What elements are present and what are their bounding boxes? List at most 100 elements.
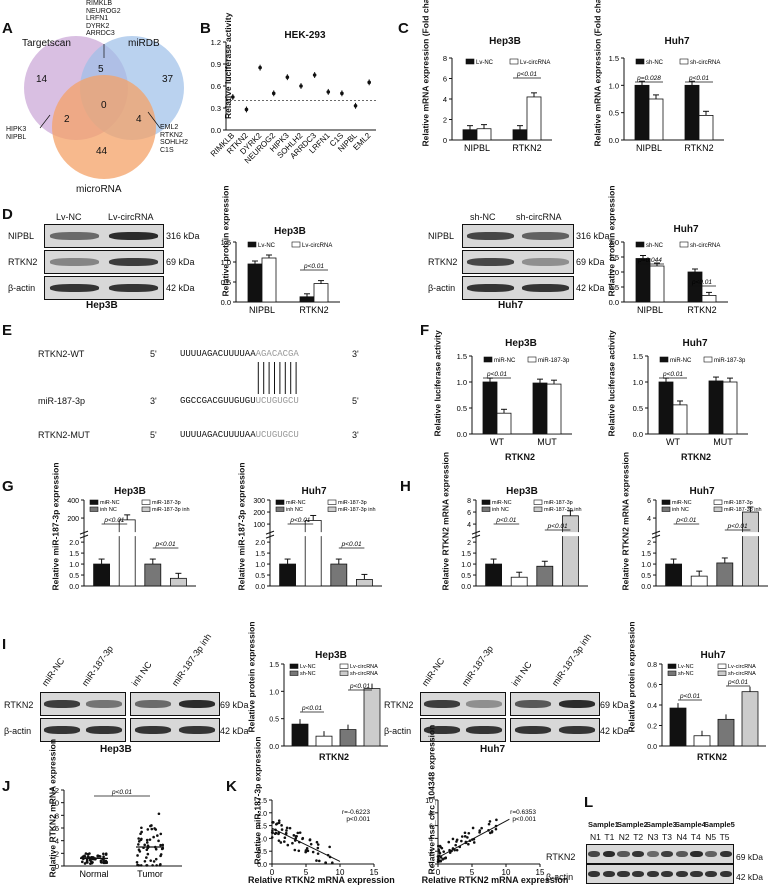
panel-k-right-point [442,850,446,853]
panel-l-blot-strip [586,864,734,884]
panel-f-huh7-category-label: MUT [713,437,733,447]
panel-l-lane-label: T1 [604,832,615,842]
panel-e-row-name: RTKN2-WT [38,349,85,359]
panel-l-blot-strip [586,844,734,864]
panel-label-d: D [2,206,13,223]
panel-i-huh7-legend-label: sh-NC [678,671,694,677]
venn-set2-label: miRDB [128,38,160,49]
panel-k-right-point [487,822,491,826]
panel-k-right-point [472,841,476,844]
panel-d-huh7-kda: 316 kDa [576,231,610,241]
panel-i-hep3b-p-value: p<0.01 [349,683,370,690]
panel-d-huh7-band [467,258,514,266]
panel-g-huh7-legend-swatch [275,499,285,505]
panel-i-hep3b-row-label: RTKN2 [4,700,34,710]
venn-set3-label: microRNA [76,184,122,195]
panel-g-hep3b-axis-break [79,534,89,539]
panel-g-hep3b-p-value: p<0.01 [103,517,124,524]
panel-i-huh7-legend-label: Lv-NC [678,664,694,670]
panel-h-hep3b-title: Hep3B [506,486,538,497]
panel-k-right-fit-line [437,818,510,859]
panel-c-huh7-ytick-label: 1.5 [609,54,619,63]
panel-j-point [157,839,160,843]
panel-i-hep3b-ytick-label: 0.0 [269,744,279,751]
panel-h-huh7-p-value: p<0.01 [727,523,748,530]
panel-i-huh7-row-label: RTKN2 [384,700,414,710]
panel-g-huh7-ytick-label: 300 [253,498,265,505]
panel-g-hep3b-ytick-label: 1.0 [69,562,79,569]
panel-b-point [312,73,317,77]
panel-i-huh7-ytick-label: 0.2 [647,724,657,731]
panel-h-huh7-ytick-label: 4 [647,516,651,523]
panel-k-left-point [277,839,281,842]
panel-d-huh7-kda: 69 kDa [576,257,605,267]
panel-j-point [89,860,93,863]
panel-h-hep3b-ytick-label: 0.0 [461,584,471,591]
panel-d-hep3b-band [49,284,100,292]
panel-j-point [140,837,143,841]
panel-g-huh7-axis-break [265,534,275,539]
panel-h-hep3b-ytick-label: 0.5 [461,573,471,580]
panel-k-right-xtick-label: 10 [502,868,511,877]
panel-j-point [148,838,152,841]
panel-d-huh7-ytick-label: 0.5 [609,283,619,292]
panel-b-point [258,65,262,70]
panel-i-hep3b-row-label: β-actin [4,726,32,736]
panel-d-hep3b-title: Hep3B [274,226,306,237]
panel-j-point [85,859,89,863]
panel-d-huh7-band [522,232,569,240]
panel-d-huh7-ytick-label: 2.0 [609,238,619,247]
panel-j-point [159,854,162,858]
panel-d-huh7-blot-strip [462,250,574,274]
panel-d-huh7-ytick-label: 0.0 [609,298,619,307]
panel-d-hep3b-blot-strip [44,224,164,248]
panel-j-point [149,859,153,862]
panel-k-xlabel-right: Relative RTKN2 mRNA expression [421,875,569,885]
panel-d-huh7-blot-strip [462,224,574,248]
panel-j-point [135,860,139,864]
panel-label-g: G [2,478,14,495]
panel-f-xlabel-right: RTKN2 [680,452,711,462]
panel-g-hep3b-legend-swatch [141,499,151,505]
panel-k-left-point [316,843,320,846]
panel-d-huh7-legend-swatch [635,241,645,248]
panel-l-lane-label: T4 [690,832,701,842]
panel-l-sample-label: Sample2 [617,820,648,829]
panel-d-huh7-lane-label: sh-NC [470,212,496,222]
panel-c-hep3b-ytick-label: 4 [443,95,447,104]
panel-i-hep3b-kda: 42 kDa [220,726,249,736]
panel-h-huh7-ytick-label: 0.5 [641,573,651,580]
panel-i-huh7-legend-swatch [667,670,677,676]
panel-i-huh7-kda: 42 kDa [600,726,629,736]
panel-k-right-r-value: r=0.6353 [510,809,536,816]
panel-f-hep3b-ytick-label: 0.0 [457,430,467,439]
panel-h-huh7-ytick-label: 1.0 [641,562,651,569]
panel-f-huh7-legend-swatch [659,356,669,363]
panel-j-point [155,864,158,867]
panel-i-huh7-legend-label: Lv-circRNA [728,664,756,670]
venn-genes-13: HIPK3 NIPBL [6,126,27,141]
panel-k-left-point [316,846,320,850]
panel-j-point [89,862,92,865]
panel-l-lane-label: N1 [590,832,601,842]
panel-l-band [602,870,616,878]
panel-j-point [161,847,165,850]
panel-c-huh7-p-value: p<0.01 [688,75,709,82]
panel-label-a: A [2,20,13,37]
panel-d-huh7-legend-label: sh-circRNA [690,243,720,249]
panel-label-l: L [584,794,594,811]
panel-k-left-point [283,840,286,843]
panel-f-hep3b-legend-label: miR-NC [494,358,516,364]
panel-h-hep3b-p-value: p<0.01 [547,523,568,530]
panel-h-hep3b-ytick-label: 4 [467,522,471,529]
panel-g-huh7-p-value: p<0.01 [289,517,310,524]
panel-f-hep3b-legend-swatch [483,356,493,363]
panel-g-hep3b-axis-break [79,530,89,535]
panel-k-right-point [467,831,471,835]
panel-g-hep3b-ytick-label: 1.5 [69,551,79,558]
panel-k-left-point [295,834,298,838]
panel-i-huh7-p-value: p<0.01 [727,679,748,686]
panel-i-hep3b-legend-label: Lv-circRNA [350,664,378,670]
panel-i-huh7-title: Huh7 [700,650,726,661]
